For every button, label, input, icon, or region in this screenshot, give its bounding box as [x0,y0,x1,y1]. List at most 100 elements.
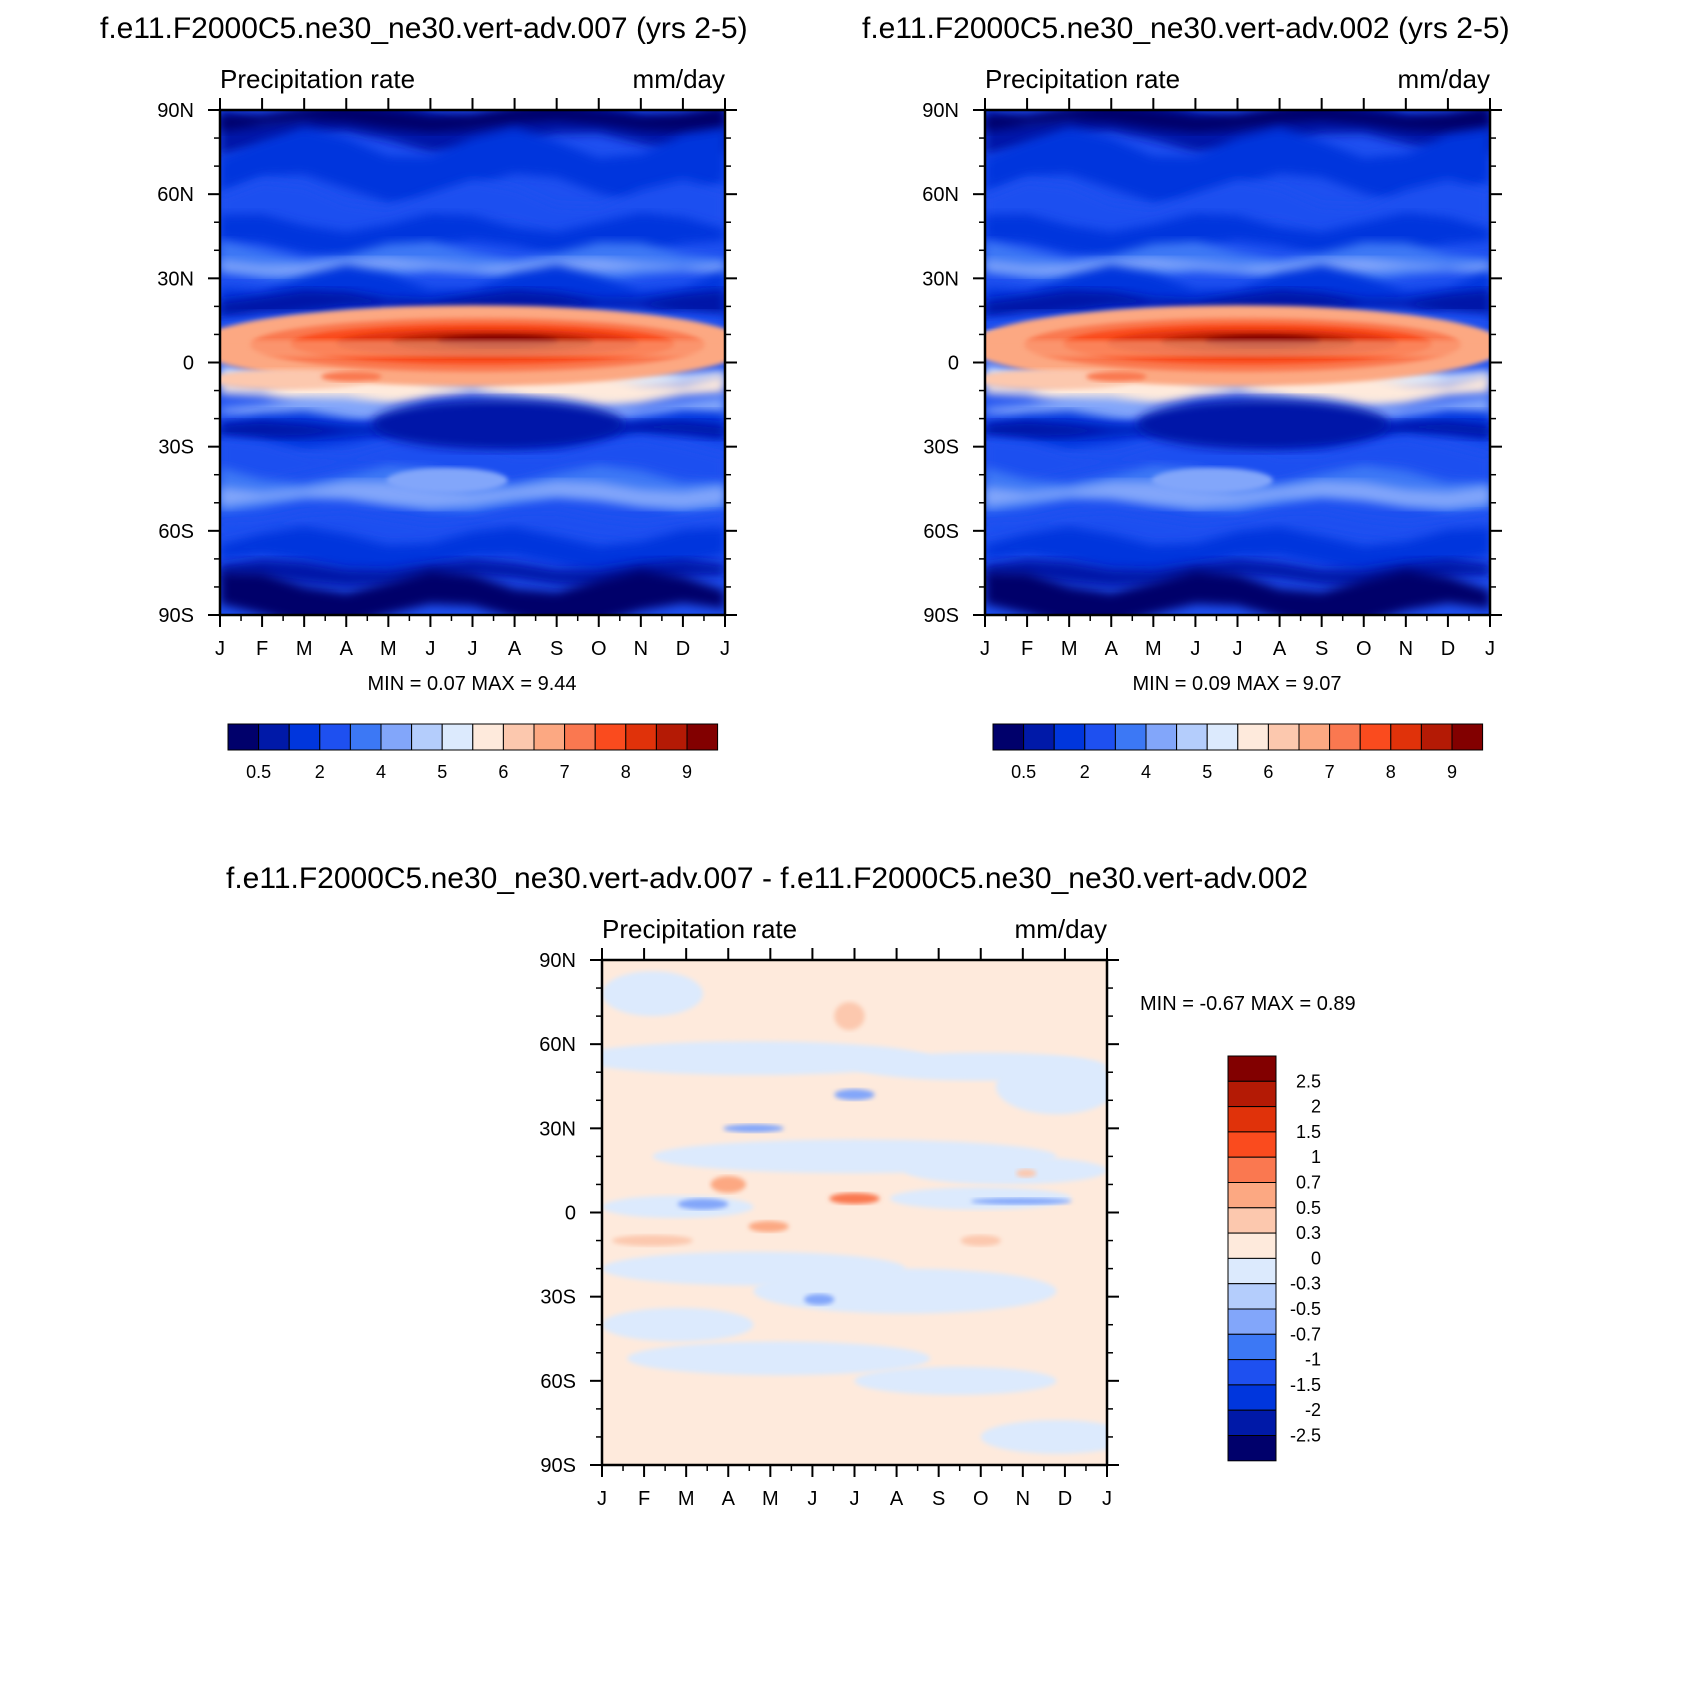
diff-positive-area [748,1220,789,1233]
precip-band [985,110,1490,133]
title-right: f.e11.F2000C5.ne30_ne30.vert-adv.002 (yr… [862,12,1510,45]
heatmap-field-left [220,110,725,615]
subtitle-right-panel: Precipitation rate [985,64,1180,94]
colorbar-label: -0.3 [1290,1274,1321,1294]
colorbar-label: -1 [1305,1350,1321,1370]
y-tick-label: 90S [540,1455,576,1477]
spcz-core [1086,371,1147,382]
heatmap-field-diff [602,960,1107,1465]
colorbar-label: -0.7 [1290,1324,1321,1344]
y-tick-label: 30S [923,437,959,459]
x-tick-label: S [932,1488,945,1510]
diff-positive-area [710,1176,746,1193]
diff-negative-area [995,1058,1107,1115]
precip-band [985,289,1490,318]
colorbar-box [1206,723,1239,751]
colorbar-label: 5 [1202,762,1212,782]
x-tick-label: A [722,1488,736,1510]
x-tick-label: O [591,638,607,660]
x-tick-label: O [973,1488,989,1510]
diff-negative-core [804,1293,835,1306]
colorbar-box [1227,1232,1277,1259]
precip-band [220,289,725,318]
x-tick-label: D [676,638,690,660]
colorbar-label: 0.3 [1296,1223,1321,1243]
diff-negative-core [970,1197,1072,1205]
colorbar-left: 0.5 2 4 5 6 7 8 9 [227,723,719,782]
precip-band [985,436,1490,485]
x-tick-label: F [256,638,268,660]
colorbar-box [625,723,657,751]
x-tick-label: N [1399,638,1413,660]
colorbar-label: 8 [1386,762,1396,782]
x-tick-label: D [1441,638,1455,660]
spcz-core [321,371,382,382]
colorbar-box [1227,1156,1277,1183]
x-tick-label: M [380,638,397,660]
colorbar-label: 7 [1325,762,1335,782]
colorbar-box [227,723,260,751]
y-tick-label: 30S [158,437,194,459]
stats-left: MIN = 0.07 MAX = 9.44 [368,673,577,695]
colorbar-box [1023,723,1055,751]
subtitle-left-panel: Precipitation rate [220,64,415,94]
colorbar-box [564,723,596,751]
colorbar-box [1227,1333,1277,1361]
colorbar-box [380,723,413,751]
x-tick-label: N [1016,1488,1030,1510]
diff-negative-area [602,971,703,1017]
colorbar-box [1227,1182,1277,1209]
axis-ticks-right: J F M A M J J A S O N D J 90N 60N 30N 0 30S 60S 90S [922,98,1502,660]
y-tick-label: 90S [158,605,194,627]
colorbar-label: 0.5 [1011,762,1036,782]
x-tick-label: J [1233,638,1243,660]
x-tick-label: J [1102,1488,1112,1510]
colorbar-box [1145,723,1178,751]
colorbar-label: 2 [1080,762,1090,782]
title-diff: f.e11.F2000C5.ne30_ne30.vert-adv.007 - f… [226,862,1308,895]
dry-zone [1136,398,1389,450]
dry-zone [371,398,624,450]
colorbar-box [1176,723,1208,751]
x-tick-label: J [980,638,990,660]
colorbar-box [411,723,443,751]
colorbar-label: 8 [621,762,631,782]
diff-positive-area [829,1192,880,1205]
colorbar-label: 1.5 [1296,1122,1321,1142]
x-tick-label: J [468,638,478,660]
x-tick-label: J [850,1488,860,1510]
x-tick-label: A [1273,638,1287,660]
y-tick-label: 90S [923,605,959,627]
colorbar-label: -1.5 [1290,1375,1321,1395]
x-tick-label: M [1061,638,1078,660]
x-tick-label: A [508,638,522,660]
colorbar-label: 6 [1263,762,1273,782]
colorbar-box [1053,723,1086,751]
colorbar-box [1227,1435,1277,1462]
colorbar-box [1298,723,1331,751]
y-tick-label: 60S [540,1371,576,1393]
colorbar-box [594,723,627,751]
precip-band [985,569,1490,615]
colorbar-label: 6 [498,762,508,782]
diff-negative-core [834,1089,875,1101]
x-tick-label: J [425,638,435,660]
colorbar-box [288,723,321,751]
colorbar-box [258,723,290,751]
y-tick-label: 0 [565,1203,576,1225]
colorbar-box [1227,1131,1277,1158]
units-diff-panel: mm/day [1015,914,1107,944]
colorbar-box [1390,723,1422,751]
colorbar-box [349,723,382,751]
x-tick-label: J [597,1488,607,1510]
colorbar-label: 2 [1311,1097,1321,1117]
colorbar-box [1227,1283,1277,1310]
diff-positive-area [960,1234,1001,1247]
units-left-panel: mm/day [633,64,725,94]
colorbar-label: -2 [1305,1400,1321,1420]
diff-negative-area [905,1156,1107,1185]
storm-track-blob [1151,467,1273,493]
subtitle-diff-panel: Precipitation rate [602,914,797,944]
colorbar-box [655,723,688,751]
panel-diff: Precipitation rate mm/day J F M A M J J A S O N D J9… [539,914,1355,1510]
